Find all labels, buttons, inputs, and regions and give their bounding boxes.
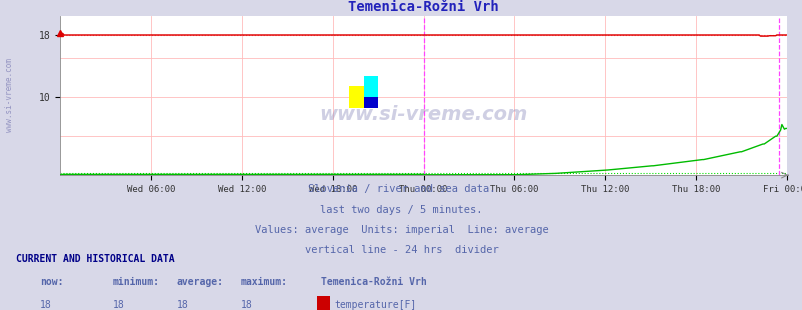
- Text: minimum:: minimum:: [112, 277, 160, 287]
- Text: vertical line - 24 hrs  divider: vertical line - 24 hrs divider: [304, 245, 498, 255]
- Text: Values: average  Units: imperial  Line: average: Values: average Units: imperial Line: av…: [254, 225, 548, 235]
- Text: last two days / 5 minutes.: last two days / 5 minutes.: [320, 205, 482, 215]
- Text: temperature[F]: temperature[F]: [334, 300, 416, 310]
- Text: www.si-vreme.com: www.si-vreme.com: [319, 105, 527, 124]
- Text: Temenica-Rožni Vrh: Temenica-Rožni Vrh: [321, 277, 427, 287]
- Text: CURRENT AND HISTORICAL DATA: CURRENT AND HISTORICAL DATA: [16, 254, 175, 264]
- Text: 18: 18: [112, 300, 124, 310]
- Text: maximum:: maximum:: [241, 277, 288, 287]
- Text: 18: 18: [40, 300, 52, 310]
- Text: 18: 18: [176, 300, 188, 310]
- Text: www.si-vreme.com: www.si-vreme.com: [5, 58, 14, 132]
- Text: 18: 18: [241, 300, 253, 310]
- Text: Slovenia / river and sea data.: Slovenia / river and sea data.: [307, 184, 495, 194]
- Text: average:: average:: [176, 277, 224, 287]
- Text: now:: now:: [40, 277, 63, 287]
- Title: Temenica-Rožni Vrh: Temenica-Rožni Vrh: [348, 0, 498, 14]
